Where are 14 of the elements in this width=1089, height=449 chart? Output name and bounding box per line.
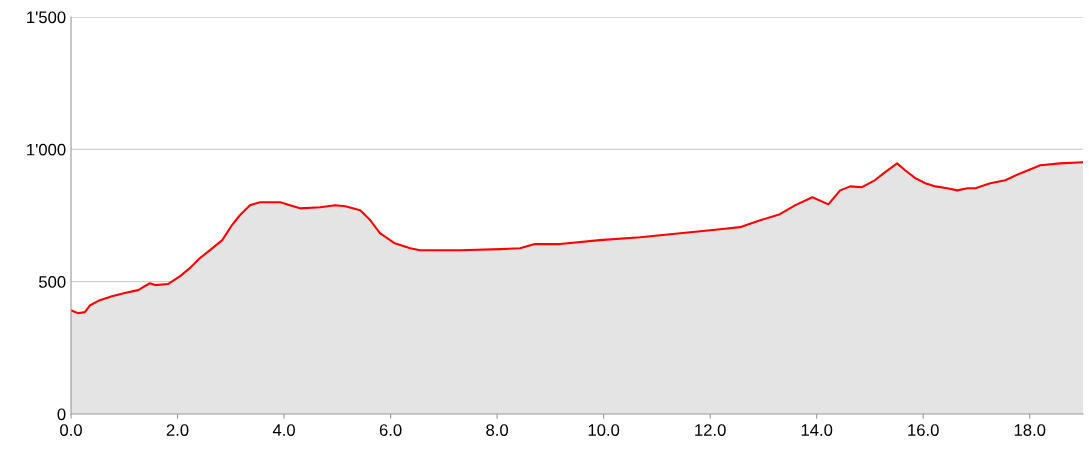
y-tick-label: 0 [57, 408, 66, 421]
x-tick-label: 6.0 [379, 424, 402, 436]
x-tick-label: 14.0 [801, 424, 833, 436]
x-tick-label: 8.0 [486, 424, 509, 436]
x-tick-label: 4.0 [272, 424, 295, 436]
x-tick-label: 0.0 [60, 424, 82, 436]
x-tick-label: 16.0 [908, 424, 939, 436]
y-tick-label: 1'000 [27, 143, 66, 156]
x-tick-label: 2.0 [166, 424, 189, 436]
x-tick-label: 10.0 [588, 424, 620, 436]
x-tick-label: 12.0 [695, 424, 726, 436]
y-tick-label: 500 [39, 276, 66, 288]
x-tick-label: 18.0 [1014, 424, 1046, 436]
y-tick-label: 1'500 [27, 11, 66, 24]
